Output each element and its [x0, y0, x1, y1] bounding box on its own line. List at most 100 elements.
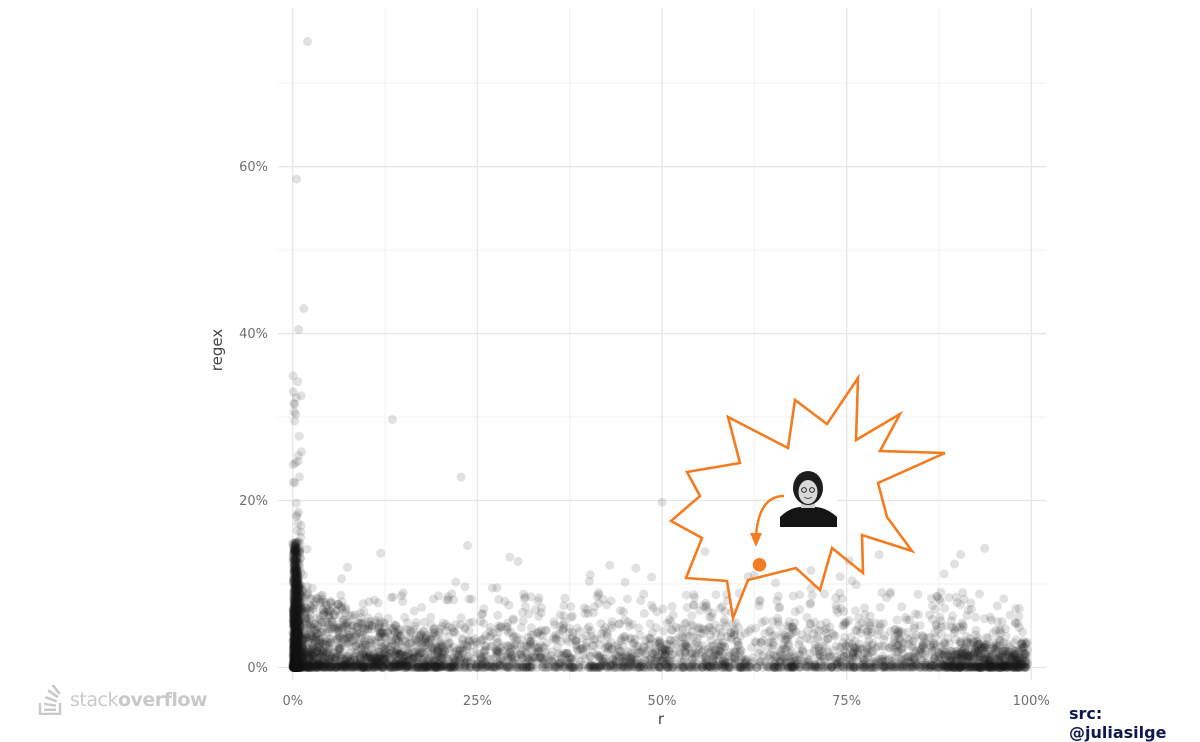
scatter-point — [634, 623, 643, 632]
scatter-point — [429, 625, 438, 634]
scatter-point — [461, 582, 470, 591]
scatter-point — [428, 643, 437, 652]
scatter-point — [999, 594, 1008, 603]
scatter-point — [426, 613, 435, 622]
scatter-point — [822, 663, 831, 672]
scatter-point — [670, 636, 679, 645]
scatter-point — [295, 432, 304, 441]
scatter-point — [681, 640, 690, 649]
scatter-point — [1015, 623, 1024, 632]
scatter-point — [425, 660, 434, 669]
scatter-point — [663, 619, 672, 628]
scatter-point — [449, 628, 458, 637]
scatter-point — [717, 641, 726, 650]
scatter-point — [981, 655, 990, 664]
scatter-point — [488, 584, 497, 593]
scatter-point — [605, 561, 614, 570]
scatter-point — [594, 653, 603, 662]
scatter-point — [764, 663, 773, 672]
scatter-point — [376, 549, 385, 558]
scatter-point — [504, 628, 513, 637]
scatter-point — [303, 582, 312, 591]
scatter-point — [392, 649, 401, 658]
scatter-point — [737, 654, 746, 663]
scatter-point — [893, 615, 902, 624]
scatter-point — [948, 611, 957, 620]
scatter-point — [621, 578, 630, 587]
scatter-point — [402, 625, 411, 634]
scatter-point — [332, 663, 341, 672]
scatter-point — [318, 633, 327, 642]
scatter-point — [835, 589, 844, 598]
scatter-point — [690, 593, 699, 602]
scatter-point — [296, 533, 305, 542]
scatter-points — [288, 37, 1032, 672]
scatter-point — [555, 622, 564, 631]
scatter-point — [885, 655, 894, 664]
scatter-point — [1011, 604, 1020, 613]
scatter-point — [795, 590, 804, 599]
scatter-point — [568, 628, 577, 637]
scatter-point — [727, 633, 736, 642]
scatter-point — [863, 626, 872, 635]
scatter-point — [765, 654, 774, 663]
scatter-point — [293, 510, 302, 519]
scatter-point — [534, 612, 543, 621]
scatter-point — [1022, 656, 1031, 665]
scatter-point — [619, 654, 628, 663]
scatter-point — [492, 648, 501, 657]
scatter-point — [493, 611, 502, 620]
scatter-point — [292, 393, 301, 402]
scatter-point — [691, 640, 700, 649]
scatter-point — [399, 588, 408, 597]
scatter-point — [647, 601, 656, 610]
y-tick-label: 40% — [239, 327, 268, 342]
scatter-point — [1008, 661, 1017, 670]
scatter-point — [359, 607, 368, 616]
scatter-point — [303, 37, 312, 46]
scatter-point — [410, 607, 419, 616]
scatter-point — [581, 642, 590, 651]
scatter-point — [292, 499, 301, 508]
scatter-point — [975, 590, 984, 599]
scatter-point — [457, 613, 466, 622]
scatter-point — [931, 605, 940, 614]
scatter-point — [854, 614, 863, 623]
scatter-point — [306, 631, 315, 640]
scatter-point — [470, 655, 479, 664]
scatter-point — [490, 662, 499, 671]
scatter-point — [756, 596, 765, 605]
scatter-point — [599, 595, 608, 604]
scatter-point — [795, 605, 804, 614]
scatter-point — [876, 603, 885, 612]
scatter-point — [737, 647, 746, 656]
scatter-point — [822, 618, 831, 627]
scatter-point — [914, 610, 923, 619]
scatter-point — [311, 663, 320, 672]
scatter-point — [314, 643, 323, 652]
scatter-point — [941, 648, 950, 657]
scatter-point — [623, 595, 632, 604]
scatter-point — [410, 663, 419, 672]
x-tick-label: 0% — [282, 694, 303, 709]
scatter-point — [467, 595, 476, 604]
scatter-point — [387, 593, 396, 602]
scatter-point — [587, 661, 596, 670]
scatter-point — [644, 663, 653, 672]
scatter-point — [980, 640, 989, 649]
scatter-point — [457, 473, 466, 482]
scatter-point — [879, 635, 888, 644]
scatter-point — [685, 632, 694, 641]
scatter-point — [841, 619, 850, 628]
scatter-point — [910, 624, 919, 633]
scatter-point — [787, 663, 796, 672]
scatter-point — [680, 619, 689, 628]
scatter-point — [958, 626, 967, 635]
scatter-point — [494, 624, 503, 633]
scatter-point — [314, 594, 323, 603]
scatter-point — [810, 618, 819, 627]
scatter-point — [848, 654, 857, 663]
scatter-point — [687, 611, 696, 620]
